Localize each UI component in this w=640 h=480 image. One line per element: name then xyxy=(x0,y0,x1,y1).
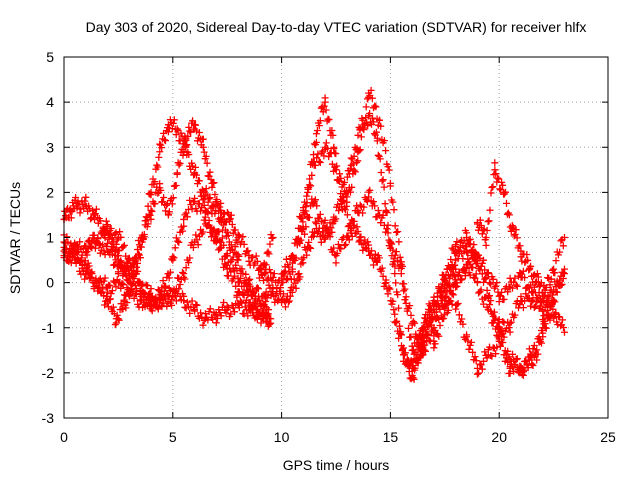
series-sat-e xyxy=(82,231,275,329)
chart-title: Day 303 of 2020, Sidereal Day-to-day VTE… xyxy=(86,19,587,35)
x-tick-label: 5 xyxy=(169,429,177,445)
data-point xyxy=(560,328,568,336)
data-point xyxy=(312,130,320,138)
data-series xyxy=(60,86,568,383)
x-tick-label: 10 xyxy=(274,429,290,445)
data-point xyxy=(550,297,558,305)
data-point xyxy=(473,364,481,372)
y-tick-label: -1 xyxy=(42,320,55,336)
x-tick-label: 15 xyxy=(383,429,399,445)
series-sat-h xyxy=(278,186,471,360)
data-point xyxy=(491,166,499,174)
data-point xyxy=(180,215,188,223)
x-tick-label: 0 xyxy=(60,429,68,445)
y-tick-label: -3 xyxy=(42,410,55,426)
y-tick-label: -2 xyxy=(42,365,55,381)
data-point xyxy=(156,148,164,156)
y-tick-label: 1 xyxy=(46,230,54,246)
data-point xyxy=(441,274,449,282)
y-tick-label: 4 xyxy=(46,94,54,110)
series-markers xyxy=(295,94,433,375)
y-tick-label: 5 xyxy=(46,49,54,65)
series-markers xyxy=(452,300,556,378)
series-sat-n xyxy=(452,297,558,378)
y-tick-label: 2 xyxy=(46,184,54,200)
series-markers xyxy=(82,231,273,329)
data-point xyxy=(391,270,399,278)
y-axis-ticks: -3 -2 -1 0 1 2 3 4 5 xyxy=(42,49,608,426)
x-tick-label: 25 xyxy=(600,429,616,445)
y-tick-label: 3 xyxy=(46,139,54,155)
x-axis-ticks: 0 5 10 15 20 25 xyxy=(60,57,616,445)
data-point xyxy=(147,206,155,214)
series-sat-m xyxy=(473,159,568,336)
data-point xyxy=(267,319,275,327)
x-axis-label: GPS time / hours xyxy=(283,457,390,473)
series-sat-l xyxy=(463,234,568,339)
series-markers xyxy=(473,159,567,331)
y-tick-label: 0 xyxy=(46,275,54,291)
data-point xyxy=(354,157,362,165)
x-tick-label: 20 xyxy=(491,429,507,445)
data-point xyxy=(391,310,399,318)
y-axis-label: SDTVAR / TECUs xyxy=(7,182,23,294)
